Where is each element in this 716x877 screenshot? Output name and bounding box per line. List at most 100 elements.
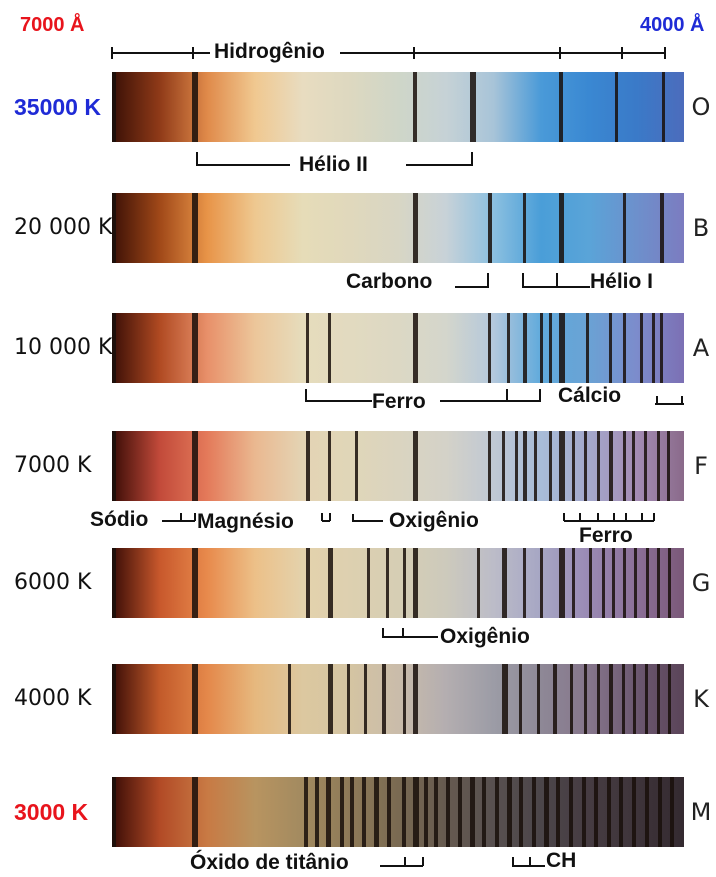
absorption-line bbox=[532, 777, 536, 847]
absorption-line bbox=[584, 664, 587, 734]
absorption-line bbox=[470, 777, 475, 847]
absorption-line bbox=[549, 313, 552, 383]
spectral-class-label: B bbox=[692, 214, 710, 242]
label-oxigenio-g: Oxigênio bbox=[440, 625, 530, 649]
absorption-line bbox=[534, 431, 537, 501]
absorption-line bbox=[192, 193, 198, 263]
absorption-line bbox=[589, 548, 592, 618]
absorption-line bbox=[612, 548, 615, 618]
absorption-line bbox=[519, 664, 522, 734]
absorption-line bbox=[572, 548, 575, 618]
absorption-line bbox=[619, 777, 623, 847]
absorption-line bbox=[502, 664, 508, 734]
absorption-line bbox=[340, 777, 344, 847]
absorption-line bbox=[403, 548, 406, 618]
absorption-line bbox=[413, 777, 419, 847]
absorption-line bbox=[632, 777, 636, 847]
absorption-line bbox=[523, 431, 527, 501]
absorption-line bbox=[326, 777, 331, 847]
absorption-line bbox=[362, 777, 366, 847]
absorption-line bbox=[192, 313, 198, 383]
absorption-line bbox=[644, 431, 647, 501]
absorption-line bbox=[634, 548, 637, 618]
temperature-label: 7000 K bbox=[14, 453, 92, 478]
absorption-line bbox=[402, 777, 406, 847]
wavelength-label-7000: 7000 Å bbox=[20, 14, 85, 36]
absorption-line bbox=[602, 548, 605, 618]
absorption-line bbox=[646, 548, 649, 618]
spectrum-edge bbox=[112, 431, 116, 501]
spectrum-edge bbox=[112, 664, 116, 734]
absorption-line bbox=[495, 777, 499, 847]
absorption-line bbox=[488, 313, 491, 383]
absorption-line bbox=[609, 664, 613, 734]
label-ferro-a: Ferro bbox=[372, 390, 426, 414]
absorption-line bbox=[623, 193, 626, 263]
absorption-line bbox=[559, 431, 565, 501]
absorption-line bbox=[387, 777, 391, 847]
label-calcio: Cálcio bbox=[558, 384, 622, 408]
absorption-line bbox=[502, 548, 507, 618]
absorption-line bbox=[482, 777, 486, 847]
absorption-line bbox=[355, 431, 358, 501]
absorption-line bbox=[645, 664, 648, 734]
absorption-line bbox=[350, 777, 354, 847]
absorption-line bbox=[569, 777, 573, 847]
wavelength-label-4000: 4000 Å bbox=[640, 14, 705, 36]
temperature-label: 3000 K bbox=[14, 799, 89, 825]
absorption-line bbox=[367, 548, 370, 618]
temperature-label: 4000 K bbox=[14, 686, 92, 711]
absorption-line bbox=[668, 548, 671, 618]
absorption-line bbox=[633, 664, 636, 734]
spectrum-strip-a bbox=[112, 313, 684, 383]
label-magnesio: Magnésio bbox=[197, 510, 294, 534]
absorption-line bbox=[304, 777, 308, 847]
absorption-line bbox=[668, 664, 671, 734]
spectral-class-label: F bbox=[694, 452, 708, 480]
absorption-line bbox=[424, 777, 428, 847]
absorption-line bbox=[556, 777, 560, 847]
absorption-line bbox=[660, 313, 663, 383]
absorption-line bbox=[662, 72, 665, 142]
label-helio-ii: Hélio II bbox=[299, 153, 368, 177]
spectrum-strip-k bbox=[112, 664, 684, 734]
absorption-line bbox=[594, 777, 598, 847]
absorption-line bbox=[537, 664, 540, 734]
absorption-line bbox=[386, 548, 389, 618]
temperature-label: 6000 K bbox=[14, 570, 92, 595]
absorption-line bbox=[645, 777, 649, 847]
absorption-line bbox=[640, 313, 643, 383]
absorption-line bbox=[328, 664, 333, 734]
absorption-line bbox=[488, 193, 492, 263]
absorption-line bbox=[597, 431, 600, 501]
spectral-class-label: K bbox=[693, 685, 709, 713]
absorption-line bbox=[523, 193, 526, 263]
absorption-line bbox=[192, 431, 198, 501]
absorption-line bbox=[615, 72, 618, 142]
spectrum-strip-f bbox=[112, 431, 684, 501]
absorption-line bbox=[652, 313, 655, 383]
absorption-line bbox=[623, 431, 626, 501]
absorption-line bbox=[553, 664, 557, 734]
absorption-line bbox=[403, 664, 406, 734]
absorption-line bbox=[559, 548, 565, 618]
absorption-line bbox=[559, 193, 564, 263]
label-hidrogenio: Hidrogênio bbox=[214, 40, 325, 64]
spectral-class-label: O bbox=[691, 93, 711, 121]
label-sodio: Sódio bbox=[90, 508, 149, 532]
absorption-line bbox=[559, 313, 565, 383]
label-oxigenio-f: Oxigênio bbox=[389, 509, 479, 533]
absorption-line bbox=[413, 72, 417, 142]
absorption-line bbox=[502, 431, 505, 501]
absorption-line bbox=[192, 72, 198, 142]
spectrum-strip-g bbox=[112, 548, 684, 618]
absorption-line bbox=[607, 777, 611, 847]
absorption-line bbox=[586, 313, 589, 383]
absorption-line bbox=[306, 313, 309, 383]
label-oxido-titanio: Óxido de titânio bbox=[190, 851, 349, 875]
absorption-line bbox=[632, 431, 635, 501]
absorption-line bbox=[523, 548, 526, 618]
spectrum-edge bbox=[112, 72, 116, 142]
absorption-line bbox=[413, 193, 418, 263]
spectrum-strip-o bbox=[112, 72, 684, 142]
